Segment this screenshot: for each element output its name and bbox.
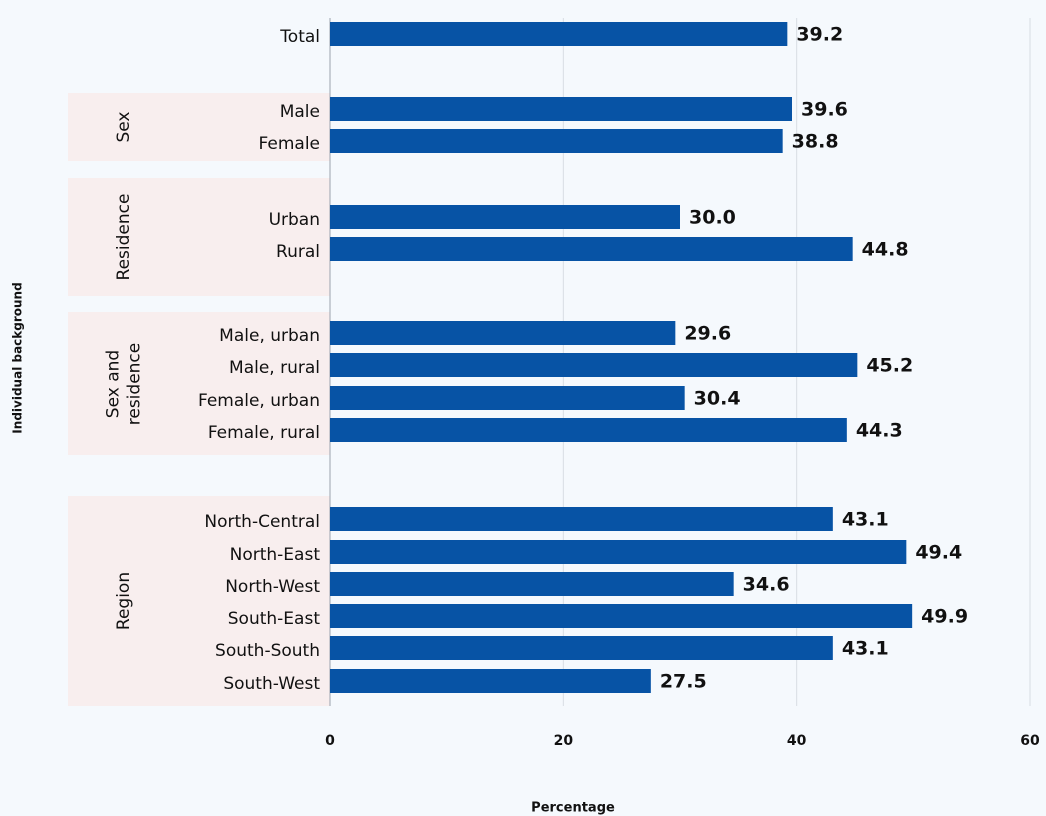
group-label: Region [113,571,134,631]
y-tick-label: Rural [276,242,320,262]
bar [330,669,651,693]
y-tick-label: Total [279,27,320,47]
bar [330,386,685,410]
y-tick-label: Female, urban [198,391,320,411]
group-label: Sex [113,111,134,143]
value-label: 39.6 [801,99,848,121]
bar [330,604,913,628]
bar [330,572,734,596]
bar [330,97,792,121]
value-label: 29.6 [684,323,731,345]
bar [330,418,847,442]
value-label: 34.6 [743,574,790,596]
value-label: 44.8 [862,239,909,261]
group-label: Sex and residence [103,342,144,425]
group-box [68,93,330,161]
bar [330,540,907,564]
value-label: 30.0 [689,207,736,229]
value-label: 43.1 [842,638,889,660]
value-label: 27.5 [660,671,707,693]
group-box [68,178,330,296]
y-tick-label: South-South [215,641,320,661]
y-tick-label: North-West [225,577,320,597]
x-tick-label: 40 [787,733,807,749]
group-box [68,496,330,706]
x-axis-title: Percentage [531,801,615,816]
y-tick-label: Male, urban [219,326,320,346]
x-tick-label: 0 [325,733,335,749]
y-tick-label: Urban [269,210,320,230]
value-label: 30.4 [694,388,741,410]
value-label: 38.8 [792,131,839,153]
bar [330,129,783,153]
bar [330,237,853,261]
value-label: 45.2 [866,355,913,377]
group-box [68,312,330,455]
x-tick-label: 20 [554,733,574,749]
bar [330,321,676,345]
y-tick-label: North-Central [204,512,320,532]
group-label: Residence [113,193,134,281]
x-tick-label: 60 [1020,733,1040,749]
y-axis-title: Individual background [11,282,25,433]
value-label: 49.4 [915,542,962,564]
bar [330,507,833,531]
bar [330,636,833,660]
y-tick-label: Male, rural [229,358,320,378]
y-tick-label: South-West [223,674,320,694]
bar [330,22,788,46]
y-tick-label: Female, rural [208,423,320,443]
value-label: 43.1 [842,509,889,531]
bar [330,205,680,229]
y-tick-label: Female [259,134,320,154]
value-label: 39.2 [796,24,843,46]
value-label: 44.3 [856,420,903,442]
bar [330,353,858,377]
y-tick-label: North-East [230,545,321,565]
y-tick-label: Male [280,102,320,122]
value-label: 49.9 [921,606,968,628]
y-tick-label: South-East [228,609,321,629]
